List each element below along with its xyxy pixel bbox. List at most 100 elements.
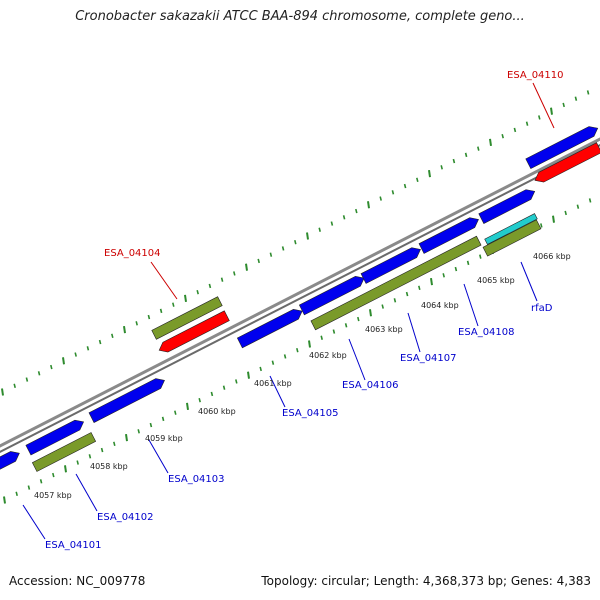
- outer-tick: [428, 169, 431, 178]
- outer-tick: [416, 177, 419, 183]
- scale-label: 4057 kbp: [34, 491, 72, 500]
- inner-tick: [149, 422, 153, 428]
- outer-tick: [440, 165, 443, 170]
- inner-tick: [393, 298, 397, 303]
- outer-tick: [379, 196, 382, 201]
- outer-tick: [86, 346, 90, 351]
- gene-arrow-esa-04106[interactable]: [298, 273, 366, 316]
- inner-tick: [88, 454, 92, 459]
- feature-olive-esa-04104[interactable]: [151, 296, 223, 340]
- outer-tick: [403, 183, 407, 189]
- gene-arrow-esa-04108[interactable]: [418, 215, 481, 254]
- gene-label-esa-04101[interactable]: ESA_04101: [45, 540, 102, 551]
- inner-tick: [3, 496, 6, 504]
- outer-tick: [355, 208, 358, 214]
- gene-label-esa-04106[interactable]: ESA_04106: [342, 380, 399, 391]
- connector-esa-04101: [22, 504, 46, 540]
- gene-arrow-esa-04110-top[interactable]: [525, 123, 600, 170]
- outer-tick: [98, 339, 102, 345]
- outer-tick: [318, 227, 321, 232]
- outer-tick: [525, 121, 529, 126]
- outer-tick: [233, 271, 236, 276]
- inner-tick: [357, 316, 360, 322]
- inner-tick: [64, 465, 67, 473]
- inner-tick: [296, 348, 299, 353]
- gene-label-esa-04105[interactable]: ESA_04105: [282, 408, 339, 419]
- outer-tick: [220, 277, 224, 282]
- inner-tick: [186, 402, 189, 411]
- connector-esa-04102: [75, 473, 98, 512]
- outer-tick: [489, 138, 492, 147]
- outer-tick: [367, 201, 370, 209]
- outer-tick: [391, 190, 395, 195]
- outer-tick: [74, 352, 77, 357]
- feature-track[interactable]: [0, 123, 600, 473]
- inner-tick: [198, 397, 201, 403]
- scale-label: 4061 kbp: [254, 379, 292, 388]
- scale-label: 4065 kbp: [477, 276, 515, 285]
- inner-tick: [125, 433, 128, 442]
- gene-arrow-rfad[interactable]: [478, 186, 537, 224]
- outer-tick: [464, 152, 468, 158]
- gene-label-esa-04104[interactable]: ESA_04104: [104, 248, 161, 259]
- feature-olive-2[interactable]: [310, 235, 482, 331]
- gene-label-esa-04102[interactable]: ESA_04102: [97, 512, 154, 523]
- inner-tick: [320, 335, 323, 340]
- backbone-line-lower: [0, 143, 600, 454]
- gene-label-esa-04108[interactable]: ESA_04108: [458, 327, 515, 338]
- connector-esa-04108: [463, 283, 479, 327]
- gene-arrow-esa-04101[interactable]: [0, 448, 22, 473]
- inner-tick: [454, 266, 458, 272]
- connector-esa-04107: [407, 312, 421, 353]
- outer-tick: [208, 283, 212, 289]
- gene-label-rfad[interactable]: rfaD: [531, 303, 553, 314]
- connector-rfad: [520, 261, 538, 302]
- inner-tick: [161, 416, 165, 422]
- feature-cyan[interactable]: [484, 213, 538, 245]
- gene-arrow-esa-04104[interactable]: [157, 310, 230, 355]
- outer-tick: [294, 240, 297, 245]
- scale-label: 4063 kbp: [365, 325, 403, 334]
- feature-olive-3[interactable]: [482, 219, 542, 257]
- outer-tick: [452, 158, 456, 164]
- inner-tick: [564, 210, 567, 216]
- scale-label: 4058 kbp: [90, 462, 128, 471]
- gene-arrow-esa-04103[interactable]: [88, 375, 167, 423]
- backbone-lines: [0, 137, 600, 454]
- label-connectors: [22, 82, 555, 540]
- outer-tick: [184, 294, 187, 303]
- scale-label: 4066 kbp: [533, 252, 571, 261]
- scale-label-layer: 4057 kbp 4058 kbp 4059 kbp 4060 kbp 4061 kbp…: [34, 252, 571, 500]
- outer-tick: [257, 258, 260, 264]
- inner-tick: [308, 340, 311, 348]
- gene-label-layer[interactable]: ESA_04101 ESA_04102 ESA_04103 ESA_04104 ESA_…: [45, 70, 564, 551]
- outer-tick: [562, 102, 565, 108]
- outer-tick: [13, 383, 16, 388]
- scale-label: 4060 kbp: [198, 407, 236, 416]
- inner-tick: [540, 223, 543, 228]
- scale-label: 4064 kbp: [421, 301, 459, 310]
- gene-arrow-esa-04107[interactable]: [360, 245, 423, 284]
- backbone-line-upper: [0, 137, 600, 448]
- feature-olive-1[interactable]: [31, 432, 97, 472]
- connector-esa-04103: [148, 439, 169, 474]
- outer-tick: [538, 115, 541, 120]
- inner-tick: [76, 460, 79, 465]
- outer-tick: [513, 127, 517, 133]
- outer-tick: [172, 302, 175, 307]
- gene-arrow-esa-04102[interactable]: [25, 417, 86, 456]
- gene-label-esa-04103[interactable]: ESA_04103: [168, 474, 225, 485]
- gene-label-esa-04107[interactable]: ESA_04107: [400, 353, 457, 364]
- gene-arrow-esa-04105[interactable]: [236, 306, 304, 349]
- outer-tick: [159, 308, 163, 314]
- gene-arrow-esa-04110[interactable]: [532, 142, 600, 186]
- inner-tick: [15, 491, 18, 496]
- outer-tick: [111, 333, 114, 339]
- outer-tick: [135, 321, 138, 326]
- inner-tick: [588, 198, 592, 203]
- gene-label-esa-04110[interactable]: ESA_04110: [507, 70, 564, 81]
- inner-tick: [466, 260, 470, 266]
- scale-label: 4062 kbp: [309, 351, 347, 360]
- outer-tick: [50, 364, 53, 370]
